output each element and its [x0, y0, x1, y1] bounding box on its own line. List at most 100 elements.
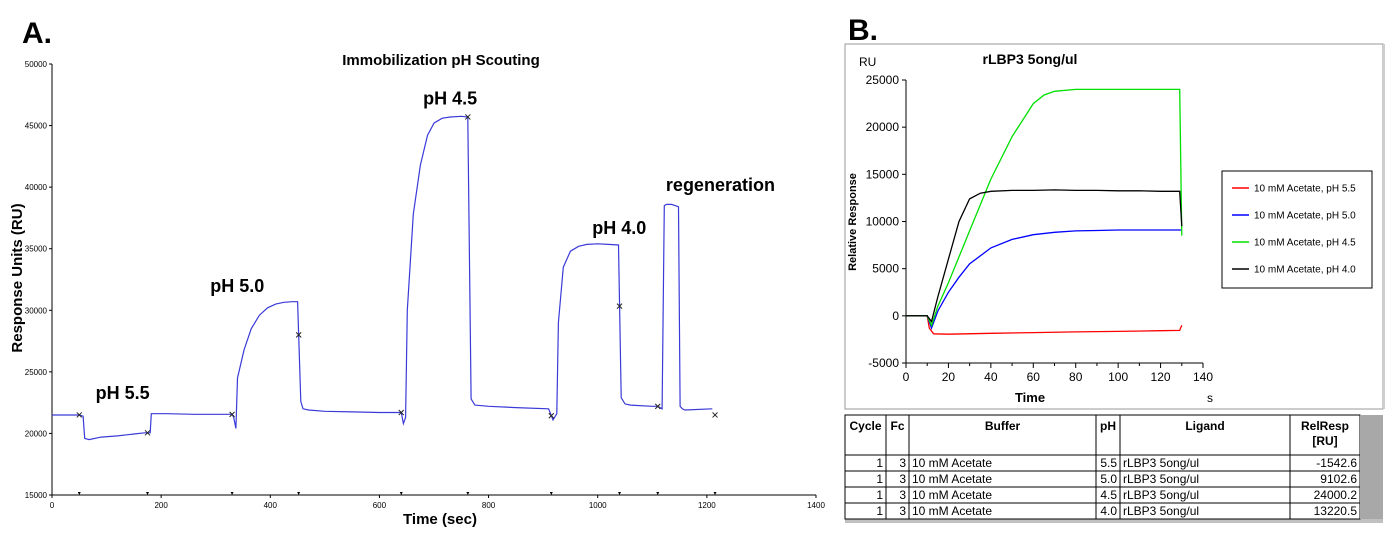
chart-a-axis-event-marker — [297, 492, 301, 495]
table-cell: 3 — [899, 504, 906, 518]
table-cell: 10 mM Acetate — [912, 456, 992, 470]
chart-a-y-tick-label: 20000 — [25, 429, 48, 438]
chart-b-x-tick-label: 100 — [1108, 370, 1128, 384]
table-header-cell: [RU] — [1312, 434, 1337, 448]
table-cell: 4.0 — [1100, 504, 1117, 518]
chart-a-x-tick-label: 0 — [50, 501, 55, 510]
chart-a-y-tick-label: 25000 — [25, 368, 48, 377]
chart-a-annotation: pH 4.5 — [423, 89, 477, 109]
chart-b-y-tick-label: 25000 — [866, 73, 900, 87]
table-cell: 10 mM Acetate — [912, 472, 992, 486]
chart-a-x-tick-label: 1400 — [807, 501, 825, 510]
table-cell: 10 mM Acetate — [912, 488, 992, 502]
chart-a-axes: 15000 20000 25000 30000 35000 40000 45000 50000… — [25, 60, 826, 510]
chart-a-axis-event-marker — [77, 492, 81, 495]
chart-a-x-tick-label: 400 — [264, 501, 278, 510]
table-grid-area — [844, 414, 1361, 520]
chart-b-legend-label: 10 mM Acetate, pH 5.0 — [1254, 211, 1356, 222]
chart-b-yunit: RU — [859, 55, 876, 69]
chart-a-event-marker — [548, 412, 555, 419]
table-header-cell: Cycle — [849, 419, 881, 433]
table-cell: 5.5 — [1100, 456, 1117, 470]
chart-a-y-tick-label: 45000 — [25, 122, 48, 131]
chart-a-annotation: pH 4.0 — [592, 218, 646, 238]
chart-a-axis-event-marker — [549, 492, 553, 495]
table-cell: 9102.6 — [1320, 472, 1357, 486]
chart-b-y-tick-label: 20000 — [866, 120, 900, 134]
chart-a-event-marker — [76, 412, 83, 418]
chart-b-y-tick-label: 10000 — [866, 215, 900, 229]
chart-b-marks — [906, 88, 1183, 335]
results-table: Cycle Fc Buffer pH Ligand RelResp[RU] 1 3 10 mM … — [844, 414, 1383, 523]
chart-b-series-line — [906, 88, 1183, 328]
table-header-cell: Ligand — [1185, 419, 1224, 433]
chart-a-event-marker — [398, 409, 405, 416]
table-cell: -1542.6 — [1316, 456, 1357, 470]
chart-a-y-tick-label: 35000 — [25, 245, 48, 254]
panel-b-label: B. — [848, 14, 878, 47]
chart-b-legend-label: 10 mM Acetate, pH 4.0 — [1254, 265, 1356, 276]
chart-a-axis-event-marker — [618, 492, 622, 495]
table-cell: rLBP3 5ong/ul — [1123, 488, 1199, 502]
table-header-cell: Fc — [890, 419, 904, 433]
chart-a-y-tick-label: 30000 — [25, 306, 48, 315]
chart-a-y-tick-label: 15000 — [25, 491, 48, 500]
table-header-cell: pH — [1100, 419, 1116, 433]
chart-a-annotation: pH 5.0 — [210, 276, 264, 296]
chart-b-title: rLBP3 5ong/ul — [983, 51, 1078, 67]
chart-a-annotation: regeneration — [666, 175, 775, 195]
chart-a-event-marker — [229, 411, 235, 418]
chart-a-event-marker — [144, 429, 151, 436]
chart-a-axis-event-marker — [399, 492, 403, 495]
chart-b-ylabel: Relative Response — [847, 173, 859, 271]
table-header-cell: Buffer — [985, 419, 1021, 433]
table-cell: 10 mM Acetate — [912, 504, 992, 518]
chart-a-x-tick-label: 800 — [482, 501, 496, 510]
chart-b-series-line — [906, 315, 1183, 335]
chart-b-y-tick-label: 5000 — [872, 262, 899, 276]
chart-a-event-marker — [712, 412, 718, 418]
chart-a-y-tick-label: 40000 — [25, 183, 48, 192]
table-header-cell: RelResp — [1301, 419, 1349, 433]
table-cell: 1 — [876, 504, 883, 518]
chart-a-event-marker — [464, 114, 471, 120]
chart-b-y-tick-label: 0 — [892, 309, 899, 323]
chart-b-axes: -5000 0 5000 10000 15000 20000 25000 0 20 40 60 80 1… — [866, 73, 1214, 384]
chart-b-xunit: s — [1207, 391, 1213, 405]
chart-a-title: Immobilization pH Scouting — [342, 52, 540, 69]
chart-a-xlabel: Time (sec) — [403, 511, 477, 528]
chart-a-axis-event-marker — [713, 492, 717, 495]
chart-a-axis-event-marker — [230, 492, 234, 495]
chart-b-y-tick-label: 15000 — [866, 167, 900, 181]
chart-a-axis-event-marker — [656, 492, 660, 495]
table-cell: 24000.2 — [1314, 488, 1358, 502]
table-cell: 1 — [876, 472, 883, 486]
chart-b-series-line — [906, 189, 1183, 323]
table-cell: 1 — [876, 488, 883, 502]
chart-b-x-tick-label: 80 — [1069, 370, 1083, 384]
table-cell: 4.5 — [1100, 488, 1117, 502]
table-cell: 3 — [899, 456, 906, 470]
table-cell: 13220.5 — [1314, 504, 1358, 518]
chart-a-x-tick-label: 1000 — [589, 501, 607, 510]
chart-a-axis-event-marker — [466, 492, 470, 495]
chart-a-x-tick-label: 200 — [154, 501, 168, 510]
table-cell: 1 — [876, 456, 883, 470]
table-cell: 5.0 — [1100, 472, 1117, 486]
chart-b-series-line — [906, 229, 1182, 331]
chart-b-legend-label: 10 mM Acetate, pH 4.5 — [1254, 238, 1356, 249]
chart-b-frame-edge — [1383, 44, 1385, 409]
chart-a-x-tick-label: 600 — [373, 501, 387, 510]
table-cell: rLBP3 5ong/ul — [1123, 456, 1199, 470]
chart-b-x-tick-label: 40 — [984, 370, 998, 384]
chart-b-x-tick-label: 60 — [1027, 370, 1041, 384]
chart-b-x-tick-label: 0 — [903, 370, 910, 384]
chart-a-event-marker — [654, 403, 661, 410]
table-cell: 3 — [899, 472, 906, 486]
chart-b-xlabel: Time — [1015, 390, 1045, 405]
chart-a-series-line — [52, 115, 713, 441]
chart-a-annotation: pH 5.5 — [96, 383, 150, 403]
table-cell: rLBP3 5ong/ul — [1123, 472, 1199, 486]
chart-a-axis-event-marker — [146, 492, 149, 495]
